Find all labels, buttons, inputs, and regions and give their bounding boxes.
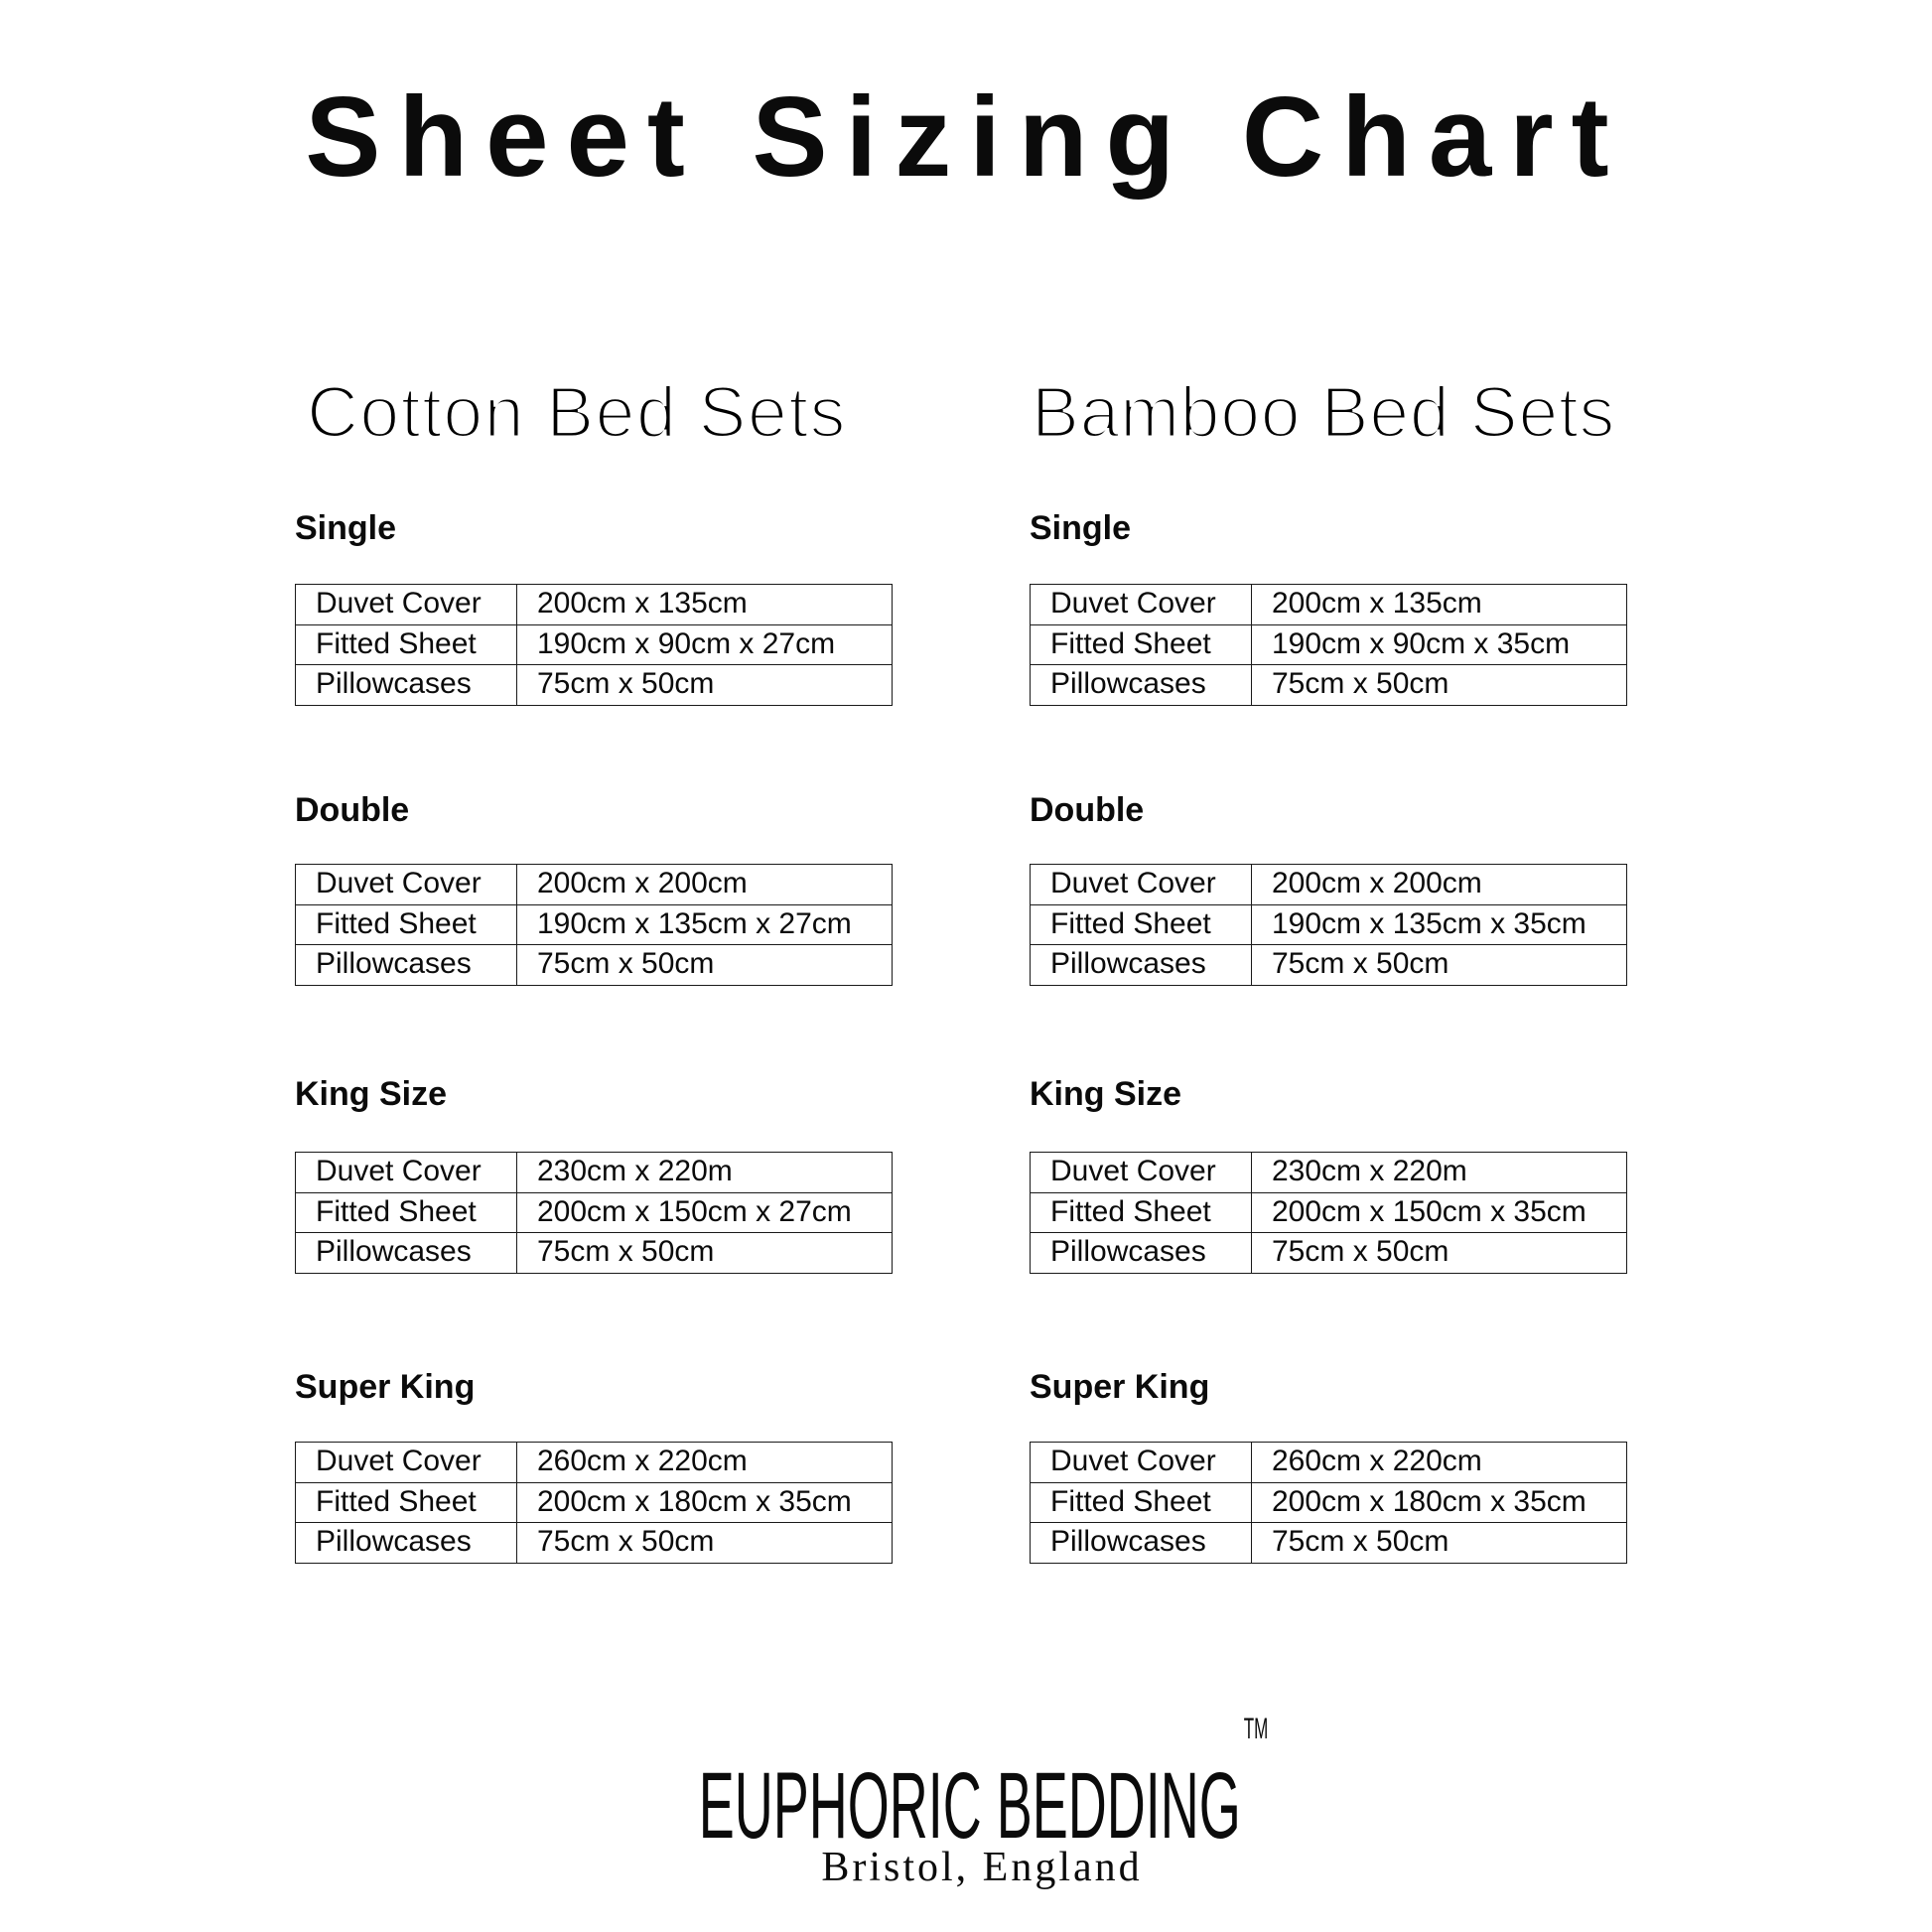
svg-text:Cotton Bed Sets: Cotton Bed Sets — [307, 373, 847, 453]
svg-text:Bamboo Bed Sets: Bamboo Bed Sets — [1032, 373, 1615, 453]
